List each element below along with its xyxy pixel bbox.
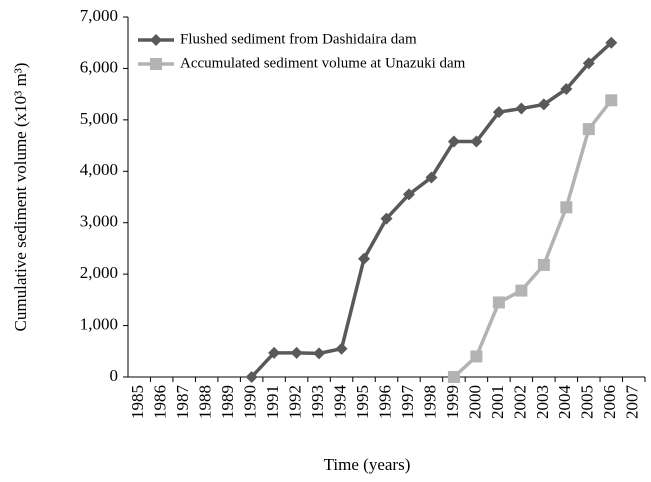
x-tick-label: 1994 (330, 385, 349, 420)
y-tick-label: 1,000 (80, 314, 118, 333)
data-point (447, 135, 460, 148)
data-point (605, 36, 618, 49)
y-tick-label: 5,000 (80, 109, 118, 128)
data-point (380, 212, 393, 225)
x-tick-label: 1991 (263, 385, 282, 419)
legend-marker (150, 34, 162, 46)
x-tick-label: 2005 (578, 385, 597, 419)
data-point (537, 98, 550, 111)
x-tick-label: 1992 (285, 385, 304, 419)
data-point (470, 350, 483, 363)
legend-marker (150, 58, 162, 70)
x-tick-label: 2004 (555, 385, 574, 420)
x-tick-label: 2007 (623, 385, 642, 420)
y-tick-label: 0 (110, 366, 119, 385)
x-tick-label: 2003 (533, 385, 552, 419)
data-point (605, 94, 618, 107)
x-tick-label: 1988 (196, 385, 215, 419)
x-tick-label: 1997 (398, 385, 417, 420)
x-tick-label: 1995 (353, 385, 372, 419)
data-point (425, 171, 438, 184)
data-point (447, 371, 460, 383)
series-line (250, 41, 613, 379)
data-point (515, 102, 528, 115)
y-axis-title: Cumulative sediment volume (x10³ m³) (11, 63, 30, 332)
data-point (582, 57, 595, 70)
y-tick-label: 6,000 (80, 57, 118, 76)
x-tick-label: 2001 (488, 385, 507, 419)
y-tick-label: 2,000 (80, 263, 118, 282)
x-tick-label: 1987 (173, 385, 192, 420)
data-point (313, 347, 326, 360)
data-point (268, 346, 281, 359)
x-tick-label: 1986 (151, 385, 170, 419)
series-line (452, 99, 613, 379)
legend-label: Accumulated sediment volume at Unazuki d… (180, 55, 466, 71)
data-point (290, 346, 303, 359)
y-tick-label: 4,000 (80, 160, 118, 179)
data-point (492, 296, 505, 309)
x-tick-label: 1993 (308, 385, 327, 419)
data-point (537, 258, 550, 271)
data-point (560, 201, 573, 214)
x-tick-label: 2006 (600, 385, 619, 419)
y-tick-label: 7,000 (80, 6, 118, 25)
data-point (515, 284, 528, 297)
x-tick-label: 1989 (218, 385, 237, 419)
data-point (402, 188, 415, 201)
data-point (560, 83, 573, 95)
x-tick-label: 1985 (128, 385, 147, 419)
x-tick-label: 1990 (241, 385, 260, 419)
data-point (358, 252, 371, 265)
x-tick-label: 1998 (420, 385, 439, 419)
legend-label: Flushed sediment from Dashidaira dam (180, 31, 417, 47)
x-tick-label: 2002 (510, 385, 529, 419)
x-tick-label: 1996 (375, 385, 394, 419)
data-point (582, 123, 595, 136)
data-point (335, 342, 348, 355)
y-tick-label: 3,000 (80, 212, 118, 231)
data-point (470, 135, 483, 148)
data-point (245, 371, 258, 383)
x-axis-title: Time (years) (324, 455, 411, 474)
x-tick-label: 2000 (465, 385, 484, 419)
x-tick-label: 1999 (443, 385, 462, 419)
data-point (492, 106, 505, 119)
